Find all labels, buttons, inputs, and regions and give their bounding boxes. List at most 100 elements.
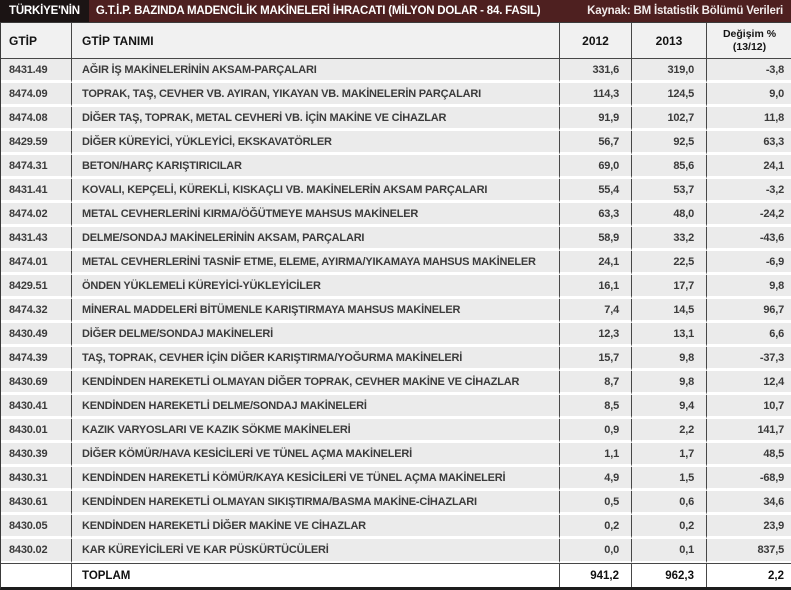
gtip-name-cell: KAZIK VARYOSLARI VE KAZIK SÖKME MAKİNELE… bbox=[71, 419, 559, 443]
column-header-gtip: GTİP bbox=[1, 23, 71, 59]
total-2012-cell: 941,2 bbox=[559, 563, 631, 587]
value-2013-cell: 48,0 bbox=[631, 203, 706, 227]
gtip-name-cell: KOVALI, KEPÇELİ, KÜREKLİ, KISKAÇLI VB. M… bbox=[71, 179, 559, 203]
gtip-code-cell: 8430.31 bbox=[1, 467, 71, 491]
value-2013-cell: 53,7 bbox=[631, 179, 706, 203]
header-row: GTİP GTİP TANIMI 2012 2013 Değişim % (13/… bbox=[1, 23, 791, 59]
table-row: 8429.59 DİĞER KÜREYİCİ, YÜKLEYİCİ, EKSKA… bbox=[1, 131, 791, 155]
table-row: 8474.31 BETON/HARÇ KARIŞTIRICILAR 69,0 8… bbox=[1, 155, 791, 179]
gtip-name-cell: KAR KÜREYİCİLERİ VE KAR PÜSKÜRTÜCÜLERİ bbox=[71, 539, 559, 563]
table-row: 8430.39 DİĞER KÖMÜR/HAVA KESİCİLERİ VE T… bbox=[1, 443, 791, 467]
gtip-code-cell: 8430.05 bbox=[1, 515, 71, 539]
value-2012-cell: 4,9 bbox=[559, 467, 631, 491]
value-2012-cell: 55,4 bbox=[559, 179, 631, 203]
value-2013-cell: 14,5 bbox=[631, 299, 706, 323]
gtip-code-cell: 8431.43 bbox=[1, 227, 71, 251]
gtip-name-cell: DİĞER KÜREYİCİ, YÜKLEYİCİ, EKSKAVATÖRLER bbox=[71, 131, 559, 155]
gtip-code-cell: 8474.32 bbox=[1, 299, 71, 323]
value-2013-cell: 9,4 bbox=[631, 395, 706, 419]
gtip-code-cell: 8474.08 bbox=[1, 107, 71, 131]
gtip-name-cell: DİĞER TAŞ, TOPRAK, METAL CEVHERİ VB. İÇİ… bbox=[71, 107, 559, 131]
value-2012-cell: 8,7 bbox=[559, 371, 631, 395]
total-2013-cell: 962,3 bbox=[631, 563, 706, 587]
column-header-change-line1: Değişim % bbox=[722, 28, 777, 41]
export-table: GTİP GTİP TANIMI 2012 2013 Değişim % (13/… bbox=[0, 22, 791, 590]
table-row: 8429.51 ÖNDEN YÜKLEMELİ KÜREYİCİ-YÜKLEYİ… bbox=[1, 275, 791, 299]
value-2012-cell: 91,9 bbox=[559, 107, 631, 131]
change-cell: 10,7 bbox=[706, 395, 791, 419]
value-2013-cell: 0,2 bbox=[631, 515, 706, 539]
value-2012-cell: 58,9 bbox=[559, 227, 631, 251]
gtip-code-cell: 8431.49 bbox=[1, 59, 71, 83]
value-2012-cell: 69,0 bbox=[559, 155, 631, 179]
value-2012-cell: 331,6 bbox=[559, 59, 631, 83]
gtip-name-cell: DELME/SONDAJ MAKİNELERİNİN AKSAM, PARÇAL… bbox=[71, 227, 559, 251]
value-2013-cell: 85,6 bbox=[631, 155, 706, 179]
table-row: 8431.49 AĞIR İŞ MAKİNELERİNİN AKSAM-PARÇ… bbox=[1, 59, 791, 83]
gtip-name-cell: KENDİNDEN HAREKETLİ OLMAYAN SIKIŞTIRMA/B… bbox=[71, 491, 559, 515]
change-cell: 96,7 bbox=[706, 299, 791, 323]
gtip-name-cell: KENDİNDEN HAREKETLİ DELME/SONDAJ MAKİNEL… bbox=[71, 395, 559, 419]
table-title: G.T.İ.P. BAZINDA MADENCİLİK MAKİNELERİ İ… bbox=[95, 5, 541, 17]
gtip-name-cell: DİĞER KÖMÜR/HAVA KESİCİLERİ VE TÜNEL AÇM… bbox=[71, 443, 559, 467]
gtip-name-cell: DİĞER DELME/SONDAJ MAKİNELERİ bbox=[71, 323, 559, 347]
change-cell: 48,5 bbox=[706, 443, 791, 467]
title-bar: TÜRKİYE'NİN G.T.İ.P. BAZINDA MADENCİLİK … bbox=[0, 0, 791, 22]
table-row: 8474.32 MİNERAL MADDELERİ BİTÜMENLE KARI… bbox=[1, 299, 791, 323]
gtip-code-cell: 8430.61 bbox=[1, 491, 71, 515]
change-cell: -3,8 bbox=[706, 59, 791, 83]
value-2013-cell: 102,7 bbox=[631, 107, 706, 131]
change-cell: 9,8 bbox=[706, 275, 791, 299]
value-2012-cell: 0,0 bbox=[559, 539, 631, 563]
column-header-change-line2: (13/12) bbox=[732, 40, 767, 53]
table-row: 8430.31 KENDİNDEN HAREKETLİ KÖMÜR/KAYA K… bbox=[1, 467, 791, 491]
value-2013-cell: 0,6 bbox=[631, 491, 706, 515]
gtip-name-cell: AĞIR İŞ MAKİNELERİNİN AKSAM-PARÇALARI bbox=[71, 59, 559, 83]
gtip-name-cell: BETON/HARÇ KARIŞTIRICILAR bbox=[71, 155, 559, 179]
value-2013-cell: 124,5 bbox=[631, 83, 706, 107]
gtip-code-cell: 8430.02 bbox=[1, 539, 71, 563]
change-cell: -24,2 bbox=[706, 203, 791, 227]
table-row: 8474.01 METAL CEVHERLERİNİ TASNİF ETME, … bbox=[1, 251, 791, 275]
column-header-2012: 2012 bbox=[559, 23, 631, 59]
gtip-name-cell: KENDİNDEN HAREKETLİ OLMAYAN DİĞER TOPRAK… bbox=[71, 371, 559, 395]
table-row: 8430.05 KENDİNDEN HAREKETLİ DİĞER MAKİNE… bbox=[1, 515, 791, 539]
value-2012-cell: 16,1 bbox=[559, 275, 631, 299]
value-2013-cell: 33,2 bbox=[631, 227, 706, 251]
source-label: Kaynak: BM İstatistik Bölümü Verileri bbox=[587, 5, 783, 17]
table-row: 8474.39 TAŞ, TOPRAK, CEVHER İÇİN DİĞER K… bbox=[1, 347, 791, 371]
change-cell: 34,6 bbox=[706, 491, 791, 515]
table-row: 8474.09 TOPRAK, TAŞ, CEVHER VB. AYIRAN, … bbox=[1, 83, 791, 107]
table-row: 8430.01 KAZIK VARYOSLARI VE KAZIK SÖKME … bbox=[1, 419, 791, 443]
total-label-cell: TOPLAM bbox=[71, 563, 559, 587]
value-2012-cell: 114,3 bbox=[559, 83, 631, 107]
value-2013-cell: 17,7 bbox=[631, 275, 706, 299]
table-footer: TOPLAM 941,2 962,3 2,2 bbox=[1, 563, 791, 587]
table-row: 8430.69 KENDİNDEN HAREKETLİ OLMAYAN DİĞE… bbox=[1, 371, 791, 395]
change-cell: 6,6 bbox=[706, 323, 791, 347]
value-2012-cell: 7,4 bbox=[559, 299, 631, 323]
table-row: 8474.08 DİĞER TAŞ, TOPRAK, METAL CEVHERİ… bbox=[1, 107, 791, 131]
value-2012-cell: 15,7 bbox=[559, 347, 631, 371]
gtip-code-cell: 8430.41 bbox=[1, 395, 71, 419]
change-cell: 24,1 bbox=[706, 155, 791, 179]
value-2013-cell: 92,5 bbox=[631, 131, 706, 155]
value-2013-cell: 13,1 bbox=[631, 323, 706, 347]
table-title-prefix: TÜRKİYE'NİN bbox=[0, 0, 89, 22]
column-header-gtip-tanimi: GTİP TANIMI bbox=[71, 23, 559, 59]
change-cell: 9,0 bbox=[706, 83, 791, 107]
gtip-code-cell: 8430.49 bbox=[1, 323, 71, 347]
value-2012-cell: 0,9 bbox=[559, 419, 631, 443]
gtip-name-cell: TAŞ, TOPRAK, CEVHER İÇİN DİĞER KARIŞTIRM… bbox=[71, 347, 559, 371]
change-cell: 12,4 bbox=[706, 371, 791, 395]
value-2013-cell: 1,7 bbox=[631, 443, 706, 467]
total-row: TOPLAM 941,2 962,3 2,2 bbox=[1, 563, 791, 587]
total-empty-cell bbox=[1, 563, 71, 587]
gtip-code-cell: 8431.41 bbox=[1, 179, 71, 203]
value-2013-cell: 0,1 bbox=[631, 539, 706, 563]
table-row: 8431.41 KOVALI, KEPÇELİ, KÜREKLİ, KISKAÇ… bbox=[1, 179, 791, 203]
value-2013-cell: 22,5 bbox=[631, 251, 706, 275]
value-2012-cell: 8,5 bbox=[559, 395, 631, 419]
table-header: GTİP GTİP TANIMI 2012 2013 Değişim % (13/… bbox=[1, 23, 791, 59]
